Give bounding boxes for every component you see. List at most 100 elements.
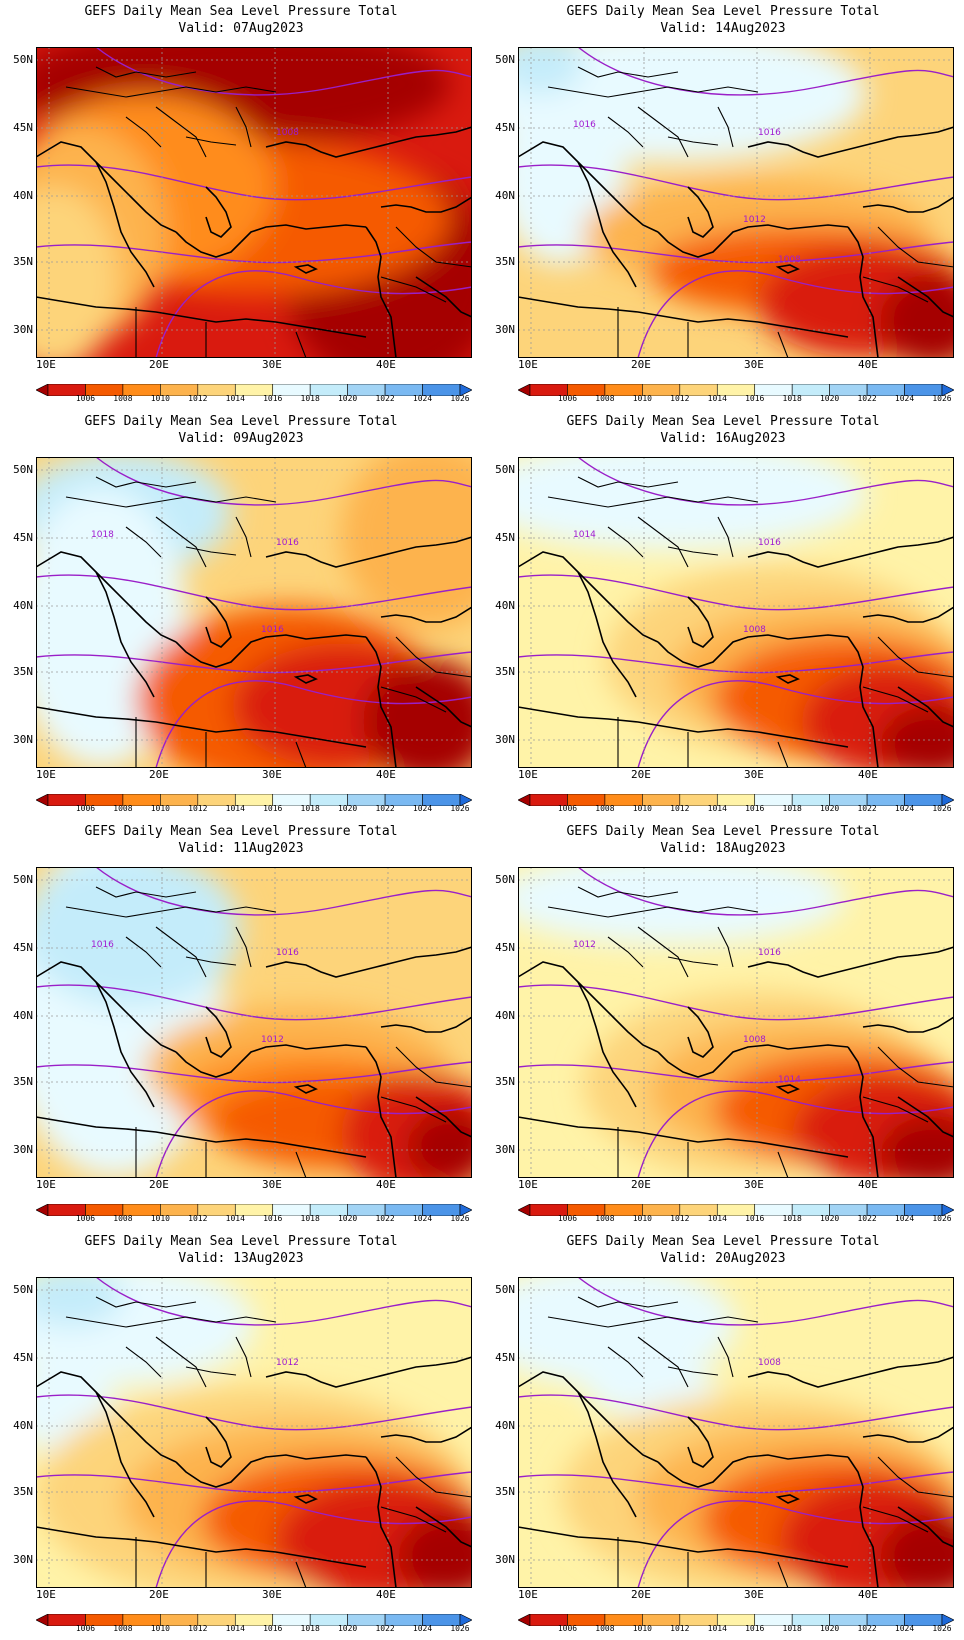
coastline: [415, 1506, 472, 1548]
isobar-line: [95, 867, 472, 916]
isobar-line: [155, 1500, 472, 1588]
coastline: [95, 571, 155, 698]
colorbar-tick-label: 1006: [75, 804, 96, 813]
pressure-map: 1016 1018 1016: [36, 457, 472, 768]
latitude-tick-label: 40N: [13, 189, 33, 202]
longitude-tick-label: 20E: [631, 1178, 651, 1191]
isobar-line: [518, 164, 954, 201]
coastline: [722, 1044, 849, 1063]
colorbar-tick-label: 1008: [595, 394, 615, 403]
colorbar-tick-label: 1010: [150, 394, 170, 403]
coastline: [380, 1016, 472, 1033]
isobar-line: [95, 1277, 472, 1326]
coastline: [518, 141, 659, 233]
colorbar-tick-label: 1020: [337, 394, 358, 403]
colorbar-tick-label: 1012: [670, 1624, 690, 1633]
longitude-tick-label: 40E: [858, 1588, 878, 1601]
coastline: [205, 1416, 232, 1468]
isobar-label: 1016: [91, 940, 114, 950]
coastline: [518, 551, 659, 643]
border-line: [667, 1366, 719, 1376]
colorbar-tick-label: 1012: [670, 804, 690, 813]
longitude-tick-label: 20E: [631, 1588, 651, 1601]
isobar-line: [95, 47, 472, 96]
map-frame: [36, 1277, 472, 1588]
isobar-label: 1008: [743, 625, 766, 635]
colorbar-tick-label: 1022: [375, 394, 395, 403]
isobar-label: 1008: [778, 255, 801, 265]
pressure-region: [879, 705, 954, 768]
coastline: [847, 1456, 879, 1588]
map-panel: GEFS Daily Mean Sea Level Pressure Total…: [482, 0, 964, 410]
pressure-map: 1016 1016 1012: [36, 867, 472, 1178]
colorbar-swatch: [35, 793, 49, 807]
colorbar-tick-label: 1010: [150, 1624, 170, 1633]
isobar-label: 1016: [573, 120, 596, 130]
colorbar-tick-label: 1024: [894, 1214, 915, 1223]
longitude-tick-label: 10E: [518, 1588, 538, 1601]
longitude-tick-label: 10E: [36, 768, 56, 781]
latitude-tick-label: 30N: [13, 323, 33, 336]
isobar-label: 1014: [778, 1075, 801, 1085]
coastline: [847, 636, 879, 768]
colorbar-tick-label: 1018: [300, 1214, 320, 1223]
colorbar-tick-label: 1012: [670, 1214, 690, 1223]
border-line: [395, 226, 472, 268]
latitude-tick-label: 40N: [13, 1009, 33, 1022]
longitude-tick-label: 10E: [36, 1588, 56, 1601]
coastline: [862, 196, 954, 213]
pressure-field-svg: 1008: [518, 1277, 954, 1588]
border-line: [125, 936, 162, 968]
colorbar: [35, 1611, 473, 1627]
colorbar: [517, 1201, 955, 1217]
latitude-tick-label: 50N: [13, 463, 33, 476]
isobar-line: [155, 270, 472, 358]
colorbar-tick-label: 1026: [932, 1214, 952, 1223]
colorbar-tick-label: 1006: [557, 1214, 578, 1223]
panel-title: GEFS Daily Mean Sea Level Pressure Total: [566, 4, 880, 19]
colorbar-swatch: [941, 1203, 955, 1217]
isobar-label: 1008: [758, 1358, 781, 1368]
colorbar-tick-label: 1010: [632, 1624, 652, 1633]
coastline: [415, 1096, 472, 1138]
longitude-tick-label: 30E: [744, 358, 764, 371]
longitude-tick-label: 40E: [858, 768, 878, 781]
colorbar-swatch: [459, 793, 473, 807]
isobar-label: 1016: [276, 948, 299, 958]
colorbar-swatch: [517, 793, 531, 807]
map-panel: GEFS Daily Mean Sea Level Pressure Total…: [482, 410, 964, 820]
longitude-tick-label: 30E: [744, 1178, 764, 1191]
border-line: [235, 516, 252, 558]
colorbar-tick-label: 1008: [113, 1214, 133, 1223]
pressure-region: [518, 47, 584, 94]
panel-title: GEFS Daily Mean Sea Level Pressure Total: [566, 1234, 880, 1249]
colorbar-tick-label: 1018: [782, 804, 802, 813]
longitude-tick-label: 20E: [149, 1178, 169, 1191]
isobar-label: 1012: [261, 1035, 284, 1045]
coastline: [36, 141, 177, 233]
latitude-tick-label: 35N: [495, 665, 515, 678]
coastline: [657, 641, 724, 668]
border-line: [877, 636, 954, 678]
coastline: [722, 634, 849, 653]
colorbar-tick-label: 1014: [707, 1624, 727, 1633]
border-line: [235, 926, 252, 968]
coastline: [577, 571, 637, 698]
colorbar-tick-label: 1010: [150, 804, 170, 813]
isobar-line: [155, 1090, 472, 1178]
colorbar-tick-label: 1026: [450, 1624, 470, 1633]
coastline: [897, 1506, 954, 1548]
colorbar-swatch: [459, 1613, 473, 1627]
colorbar-tick-label: 1026: [450, 394, 470, 403]
colorbar-swatch: [459, 1203, 473, 1217]
isobar-line: [36, 164, 472, 201]
coastline: [95, 1391, 155, 1518]
coastline: [747, 946, 954, 978]
border-line: [717, 1336, 734, 1378]
coastline: [293, 1084, 318, 1094]
border-line: [877, 1456, 954, 1498]
map-panel: GEFS Daily Mean Sea Level Pressure Total…: [0, 410, 482, 820]
longitude-tick-label: 40E: [376, 1588, 396, 1601]
border-line: [125, 116, 162, 148]
colorbar-tick-label: 1022: [857, 804, 877, 813]
